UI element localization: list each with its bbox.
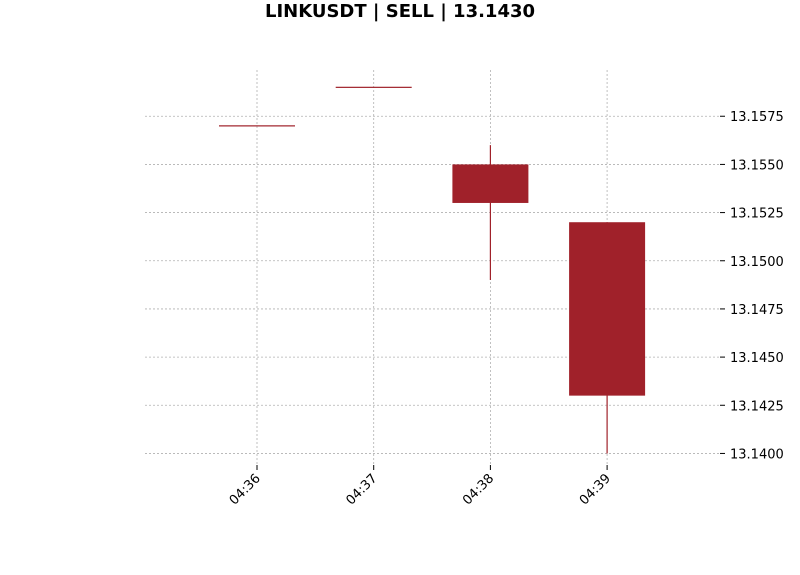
chart-title: LINKUSDT | SELL | 13.1430: [265, 1, 535, 22]
y-tick-label: 13.1450: [730, 351, 784, 366]
y-tick-label: 13.1400: [730, 447, 784, 462]
x-tick-label: 04:38: [460, 471, 497, 508]
y-tick-label: 13.1475: [730, 303, 784, 318]
candle-body: [452, 164, 529, 203]
y-tick-label: 13.1425: [730, 399, 784, 414]
candle-body: [569, 222, 646, 396]
y-tick-label: 13.1550: [730, 158, 784, 173]
y-tick-label: 13.1575: [730, 110, 784, 125]
x-tick-label: 04:39: [577, 471, 614, 508]
y-tick-label: 13.1500: [730, 255, 784, 270]
candle-body: [219, 125, 295, 127]
x-tick-label: 04:37: [343, 471, 380, 508]
x-tick-label: 04:36: [227, 471, 264, 508]
y-tick-label: 13.1525: [730, 207, 784, 222]
candle-body: [335, 86, 412, 88]
